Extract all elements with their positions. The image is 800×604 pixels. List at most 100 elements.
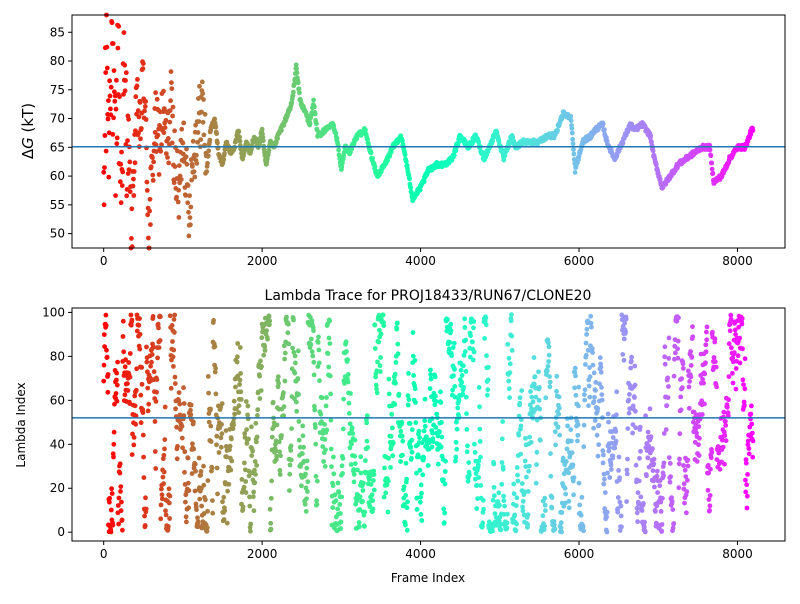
data-point: [712, 336, 718, 342]
data-point: [156, 345, 162, 350]
data-point: [120, 318, 126, 324]
data-point: [608, 462, 614, 468]
data-point: [362, 523, 367, 529]
data-point: [654, 468, 660, 474]
data-point: [385, 478, 391, 484]
data-point: [596, 422, 602, 428]
data-point: [135, 77, 140, 82]
data-point: [116, 495, 122, 501]
data-point: [730, 380, 736, 386]
data-point: [163, 508, 168, 514]
data-point: [203, 497, 208, 503]
data-point: [246, 436, 251, 442]
data-point: [507, 370, 513, 376]
data-point: [279, 433, 284, 438]
data-point: [261, 352, 267, 358]
data-point: [142, 104, 148, 109]
data-point: [688, 363, 694, 368]
data-point: [477, 439, 483, 444]
data-point: [206, 419, 212, 425]
data-point: [195, 139, 201, 145]
data-point: [176, 163, 182, 169]
data-point: [238, 371, 244, 376]
data-point: [627, 392, 632, 397]
data-point: [388, 149, 394, 155]
data-point: [125, 388, 131, 393]
data-point: [319, 395, 325, 401]
data-point: [407, 176, 412, 182]
x-tick-label: 2000: [247, 254, 278, 268]
data-point: [122, 392, 128, 398]
data-point: [163, 512, 169, 518]
y-tick-label: 100: [42, 305, 65, 319]
data-point: [664, 403, 670, 408]
data-point: [445, 317, 450, 322]
data-point: [181, 120, 187, 126]
data-point: [178, 177, 184, 182]
data-point: [305, 489, 310, 494]
data-point: [491, 485, 497, 490]
data-point: [468, 333, 473, 339]
data-point: [590, 350, 595, 355]
data-point: [210, 510, 216, 516]
data-point: [602, 476, 607, 482]
data-point: [288, 443, 294, 449]
data-point: [740, 346, 745, 352]
data-point: [152, 419, 158, 424]
data-point: [705, 462, 711, 468]
data-point: [572, 385, 577, 391]
data-point: [297, 90, 302, 96]
data-point: [737, 360, 743, 366]
data-point: [111, 115, 116, 121]
data-point: [484, 353, 489, 358]
top-x-axis: 0 2000 4000 6000 8000: [100, 248, 753, 268]
data-point: [532, 374, 538, 379]
data-point: [709, 160, 715, 166]
data-point: [514, 521, 519, 527]
data-point: [651, 456, 657, 462]
data-point: [180, 445, 186, 451]
data-point: [653, 162, 659, 168]
data-point: [743, 489, 749, 495]
data-point: [594, 432, 600, 438]
data-point: [665, 395, 671, 400]
data-point: [400, 138, 405, 144]
data-point: [223, 428, 229, 433]
data-point: [131, 169, 137, 174]
data-point: [314, 478, 320, 484]
data-point: [233, 384, 238, 390]
data-point: [183, 193, 189, 198]
data-point: [500, 466, 506, 472]
data-point: [173, 406, 179, 412]
data-point: [511, 481, 517, 487]
data-point: [433, 399, 439, 404]
data-point: [312, 403, 317, 409]
data-point: [345, 379, 351, 385]
data-point: [576, 480, 582, 486]
data-point: [251, 489, 256, 495]
data-point: [586, 403, 591, 409]
data-point: [442, 510, 448, 516]
bottom-plot-frame: [71, 307, 786, 542]
data-point: [482, 336, 487, 341]
data-point: [526, 463, 532, 469]
data-point: [221, 494, 227, 500]
y-tick-label: 0: [57, 525, 65, 539]
data-point: [504, 520, 510, 526]
data-point: [296, 392, 301, 397]
data-point: [613, 429, 619, 434]
data-point: [522, 458, 528, 464]
data-point: [419, 490, 424, 496]
data-point: [708, 153, 714, 159]
data-point: [501, 498, 507, 504]
data-point: [520, 508, 526, 514]
data-point: [253, 420, 259, 426]
data-point: [618, 503, 624, 509]
data-point: [129, 317, 135, 323]
data-point: [314, 121, 319, 127]
data-point: [125, 381, 130, 386]
data-point: [689, 355, 695, 360]
data-point: [466, 460, 472, 465]
data-point: [117, 470, 123, 476]
data-point: [175, 199, 181, 205]
